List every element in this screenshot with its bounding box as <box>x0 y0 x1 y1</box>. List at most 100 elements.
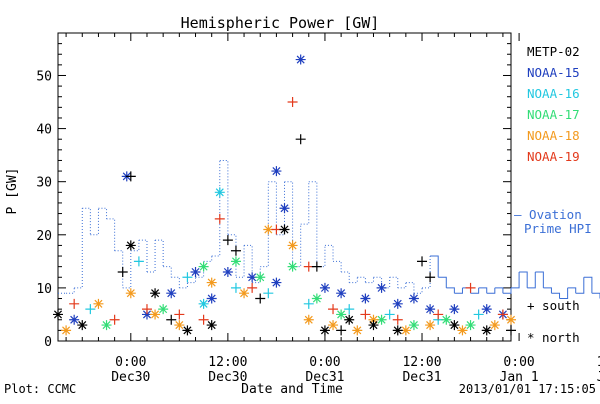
north-point <box>465 320 476 331</box>
north-point <box>182 325 193 336</box>
x-tick-time: 12:00 <box>402 355 441 370</box>
north-point <box>392 325 403 336</box>
south-point <box>117 266 128 277</box>
y-tick-label: 30 <box>36 176 52 191</box>
north-point <box>150 288 161 299</box>
south-point <box>384 309 395 320</box>
north-point <box>263 224 274 235</box>
chart-title: Hemispheric Power [GW] <box>181 14 380 32</box>
x-tick-date: Jan 1 <box>500 370 539 385</box>
north-point <box>360 293 371 304</box>
north-point <box>230 256 241 267</box>
ovation-layer <box>58 159 600 300</box>
south-point <box>465 282 476 293</box>
south-point <box>230 245 241 256</box>
plot-credit: Plot: CCMC <box>4 382 76 396</box>
legend: METP-02 NOAA-15 NOAA-16 NOAA-17 NOAA-18 NOAA-… <box>514 44 592 345</box>
north-point <box>489 320 500 331</box>
north-point <box>319 282 330 293</box>
legend-ovation-line1: — Ovation <box>514 207 582 222</box>
north-point <box>352 325 363 336</box>
north-point <box>481 325 492 336</box>
series-noaa-19 <box>69 97 508 325</box>
north-point <box>336 309 347 320</box>
north-point <box>93 298 104 309</box>
north-point <box>287 240 298 251</box>
south-point <box>109 314 120 325</box>
south-point <box>417 256 428 267</box>
north-point <box>311 293 322 304</box>
north-point <box>287 261 298 272</box>
north-point <box>303 314 314 325</box>
legend-ovation-line2: Prime HPI <box>524 221 592 236</box>
north-point <box>319 325 330 336</box>
legend-entry-noaa-17: NOAA-17 <box>527 107 580 122</box>
south-point <box>433 309 444 320</box>
south-point <box>303 298 314 309</box>
x-axis-label: Date and Time <box>241 382 343 397</box>
south-point <box>255 293 266 304</box>
north-point <box>481 304 492 315</box>
x-tick-date: Jan 1 <box>597 370 600 385</box>
north-point <box>214 187 225 198</box>
x-tick-time: 12:00 <box>208 355 247 370</box>
north-point <box>198 261 209 272</box>
y-axis-label: P [GW] <box>5 168 20 215</box>
north-point <box>255 272 266 283</box>
south-point <box>198 314 209 325</box>
north-point <box>449 320 460 331</box>
legend-entry-metp-02: METP-02 <box>527 44 580 59</box>
north-point <box>368 314 379 325</box>
legend-marker-south: + south <box>527 298 580 313</box>
north-point <box>61 325 72 336</box>
north-point <box>376 282 387 293</box>
y-tick-label: 50 <box>36 69 52 84</box>
x-tick-time: 0:00 <box>503 355 534 370</box>
x-tick-date: Dec30 <box>111 370 150 385</box>
north-point <box>239 288 250 299</box>
north-point <box>376 314 387 325</box>
north-point <box>457 325 468 336</box>
north-point <box>174 320 185 331</box>
series-noaa-15 <box>69 54 508 325</box>
x-tick-date: Dec31 <box>402 370 441 385</box>
north-point <box>408 293 419 304</box>
ovation-line-solid <box>430 255 600 300</box>
north-point <box>408 320 419 331</box>
x-tick-time: 0:00 <box>115 355 146 370</box>
north-point <box>101 320 112 331</box>
y-tick-label: 20 <box>36 229 52 244</box>
north-point <box>271 277 282 288</box>
north-point <box>425 304 436 315</box>
south-point <box>174 309 185 320</box>
north-point <box>449 304 460 315</box>
ovation-line-dotted <box>58 159 431 294</box>
north-point <box>206 293 217 304</box>
north-point <box>425 320 436 331</box>
legend-entry-noaa-18: NOAA-18 <box>527 128 580 143</box>
x-tick-time: 12:00 <box>597 355 600 370</box>
north-point <box>441 314 452 325</box>
south-point <box>473 309 484 320</box>
series-noaa-18 <box>61 224 516 336</box>
axes: 010203040500:00Dec3012:00Dec300:00Dec311… <box>36 32 600 385</box>
north-point <box>206 277 217 288</box>
south-point <box>287 97 298 108</box>
legend-marker-north: * north <box>527 330 580 345</box>
north-point <box>336 288 347 299</box>
y-tick-label: 40 <box>36 123 52 138</box>
legend-entry-noaa-15: NOAA-15 <box>527 65 580 80</box>
north-point <box>77 320 88 331</box>
north-point <box>400 325 411 336</box>
series-noaa-16 <box>85 187 484 325</box>
north-point <box>198 298 209 309</box>
south-point <box>311 261 322 272</box>
north-point <box>328 320 339 331</box>
north-point <box>279 224 290 235</box>
south-point <box>506 325 516 336</box>
south-point <box>263 288 274 299</box>
south-point <box>425 272 436 283</box>
north-point <box>125 240 136 251</box>
